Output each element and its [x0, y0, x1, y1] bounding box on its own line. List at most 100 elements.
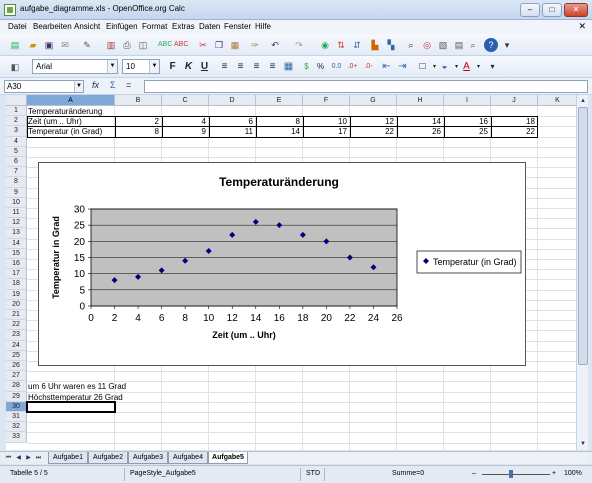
merge-cells-icon[interactable]: ▦ [283, 61, 294, 72]
row-header[interactable]: 2 [6, 116, 27, 127]
row-header[interactable]: 18 [6, 279, 27, 290]
row-header[interactable]: 26 [6, 361, 27, 372]
undo-icon[interactable]: ↶ [271, 40, 279, 50]
menu-format[interactable]: Format [142, 22, 168, 31]
row-header[interactable]: 16 [6, 259, 27, 270]
find-replace-icon[interactable]: ⌕ [408, 40, 414, 50]
menu-datei[interactable]: Datei [8, 22, 27, 31]
previous-sheet-icon[interactable]: ◀ [16, 455, 21, 461]
font-color-icon[interactable]: A [463, 61, 470, 72]
font-size-select[interactable]: 10 ▼ [122, 59, 160, 74]
zoom-slider[interactable] [482, 474, 550, 475]
zoom-in-icon[interactable]: + [552, 470, 557, 477]
data-sources-icon[interactable]: ▤ [454, 40, 464, 50]
row-header[interactable]: 15 [6, 248, 27, 259]
zoom-icon[interactable]: ⌕ [470, 40, 476, 50]
cell-row3-value[interactable]: 14 [291, 127, 300, 137]
first-sheet-icon[interactable]: ⏮ [5, 455, 12, 461]
export-pdf-icon[interactable]: ▥ [106, 40, 116, 50]
justify-icon[interactable]: ≡ [269, 61, 276, 72]
add-decimal-icon[interactable]: .0+ [347, 63, 358, 70]
toolbar-options-icon[interactable]: ▾ [504, 40, 510, 50]
row-header[interactable]: 30 [6, 401, 27, 412]
row-header[interactable]: 1 [6, 106, 27, 117]
menu-bearbeiten[interactable]: Bearbeiten [33, 22, 72, 31]
row-header[interactable]: 11 [6, 208, 27, 219]
delete-decimal-icon[interactable]: .0- [364, 63, 373, 70]
cell-row3-value[interactable]: 11 [244, 127, 253, 137]
page-style[interactable]: PageStyle_Aufgabe5 [130, 470, 196, 477]
page-preview-icon[interactable]: ◫ [138, 40, 148, 50]
column-header[interactable]: F [303, 95, 350, 106]
cell-row3-value[interactable]: 22 [526, 127, 535, 137]
row-header[interactable]: 7 [6, 167, 27, 178]
help-icon[interactable]: ? [484, 38, 498, 52]
row-header[interactable]: 6 [6, 157, 27, 168]
gallery-icon[interactable]: ▧ [438, 40, 448, 50]
copy-icon[interactable]: ❐ [214, 40, 224, 50]
tab-aufgabe3[interactable]: Aufgabe3 [128, 452, 168, 464]
scroll-up-icon[interactable]: ▲ [580, 98, 586, 104]
column-header[interactable]: K [538, 95, 576, 106]
column-header[interactable]: E [256, 95, 303, 106]
autospellcheck-icon[interactable]: ABC [174, 41, 189, 48]
row-header[interactable]: 9 [6, 187, 27, 198]
menu-hilfe[interactable]: Hilfe [255, 22, 272, 31]
increase-indent-icon[interactable]: ⇥ [398, 61, 407, 72]
cell-a28[interactable]: um 6 Uhr waren es 11 Grad [28, 382, 127, 392]
cell-a1[interactable]: Temperaturänderung [28, 107, 103, 116]
row-header[interactable]: 33 [6, 432, 27, 443]
column-header[interactable]: C [162, 95, 209, 106]
column-header[interactable]: B [115, 95, 162, 106]
spellcheck-icon[interactable]: ABC [158, 41, 173, 48]
align-center-icon[interactable]: ≡ [237, 61, 244, 72]
active-cell-cursor[interactable] [26, 400, 116, 413]
row-header[interactable]: 14 [6, 238, 27, 249]
row-header[interactable]: 8 [6, 177, 27, 188]
chevron-down-icon[interactable]: ▾ [432, 64, 436, 70]
row-header[interactable]: 5 [6, 146, 27, 157]
align-left-icon[interactable]: ≡ [221, 61, 228, 72]
row-header[interactable]: 28 [6, 381, 27, 392]
row-header[interactable]: 31 [6, 412, 27, 423]
column-header[interactable]: I [444, 95, 491, 106]
sort-ascending-icon[interactable]: ⇅ [337, 40, 345, 50]
row-header[interactable]: 12 [6, 218, 27, 229]
percent-format-icon[interactable]: % [316, 62, 325, 71]
menu-ansicht[interactable]: Ansicht [74, 22, 101, 31]
toolbar-options-icon[interactable]: ▾ [490, 62, 495, 71]
background-color-icon[interactable]: ◒ [441, 61, 448, 72]
minimize-button[interactable]: – [520, 3, 540, 17]
cell-row3-value[interactable]: 22 [385, 127, 394, 137]
column-header[interactable]: H [397, 95, 444, 106]
new-document-icon[interactable]: ▤ [10, 40, 20, 50]
row-header[interactable]: 32 [6, 422, 27, 433]
row-header[interactable]: 20 [6, 299, 27, 310]
chevron-down-icon[interactable]: ▼ [74, 81, 83, 92]
cell-row2-value[interactable]: 18 [526, 117, 535, 127]
function-icon[interactable]: = [126, 80, 132, 90]
cell-row3-value[interactable]: 26 [432, 127, 441, 137]
formula-input[interactable] [144, 80, 588, 93]
standard-format-icon[interactable]: 0.0 [331, 63, 342, 70]
cell-row2-value[interactable]: 14 [432, 117, 441, 127]
zoom-out-icon[interactable]: – [472, 470, 476, 477]
pivot-table-icon[interactable]: ▚ [387, 40, 395, 50]
menu-daten[interactable]: Daten [199, 22, 221, 31]
scroll-down-icon[interactable]: ▼ [580, 441, 586, 447]
menu-extras[interactable]: Extras [172, 22, 195, 31]
tab-aufgabe1[interactable]: Aufgabe1 [48, 452, 88, 464]
row-header[interactable]: 13 [6, 228, 27, 239]
styles-icon[interactable]: ◧ [10, 62, 20, 72]
row-header[interactable]: 23 [6, 330, 27, 341]
align-right-icon[interactable]: ≡ [253, 61, 260, 72]
chevron-down-icon[interactable]: ▼ [149, 60, 159, 73]
cell-row3-value[interactable]: 9 [201, 127, 206, 137]
row-header[interactable]: 19 [6, 289, 27, 300]
bold-icon[interactable]: F [169, 61, 176, 72]
cell-row3-value[interactable]: 8 [154, 127, 159, 137]
column-header[interactable]: J [491, 95, 538, 106]
cell-row3-value[interactable]: 25 [479, 127, 488, 137]
cut-icon[interactable]: ✂ [199, 40, 207, 50]
row-header[interactable]: 25 [6, 350, 27, 361]
